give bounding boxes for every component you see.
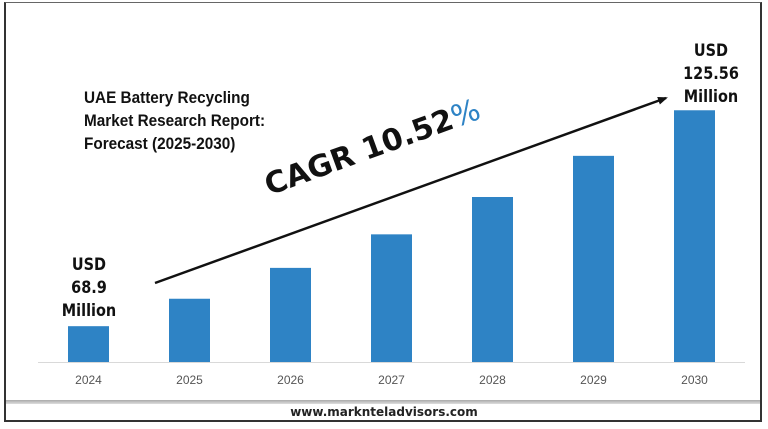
x-tick-label: 2030 <box>681 373 708 387</box>
title-line-1: UAE Battery Recycling <box>84 88 250 107</box>
x-tick-label: 2028 <box>479 373 506 387</box>
growth-arrow <box>154 96 668 285</box>
title-line-3: Forecast (2025-2030) <box>84 134 236 153</box>
end-unit: Million <box>683 87 739 107</box>
bar-2026 <box>270 267 311 362</box>
start-value: 68.9 <box>71 278 107 298</box>
end-currency: USD <box>693 41 729 61</box>
x-tick-label: 2027 <box>378 373 405 387</box>
bar-2028 <box>472 196 513 362</box>
title-line-2: Market Research Report: <box>84 111 266 130</box>
start-currency: USD <box>71 255 107 275</box>
bar-2025 <box>169 298 210 362</box>
start-unit: Million <box>61 301 117 321</box>
x-tick-label: 2026 <box>277 373 304 387</box>
bar-2029 <box>573 155 614 362</box>
bar-2030 <box>674 110 715 362</box>
chart-title: UAE Battery Recycling Market Research Re… <box>84 86 265 155</box>
chart-frame <box>4 2 762 422</box>
x-tick-label: 2025 <box>176 373 203 387</box>
x-tick-label: 2024 <box>75 373 102 387</box>
footer-separator <box>6 400 760 404</box>
footer-url: www.marknteladvisors.com <box>290 405 478 419</box>
bar-2024 <box>68 326 109 362</box>
start-value-label: USD 68.9 Million <box>42 254 136 323</box>
end-value: 125.56 <box>683 64 739 84</box>
end-value-label: USD 125.56 Million <box>664 40 758 109</box>
bar-2027 <box>371 234 412 362</box>
x-tick-label: 2029 <box>580 373 607 387</box>
